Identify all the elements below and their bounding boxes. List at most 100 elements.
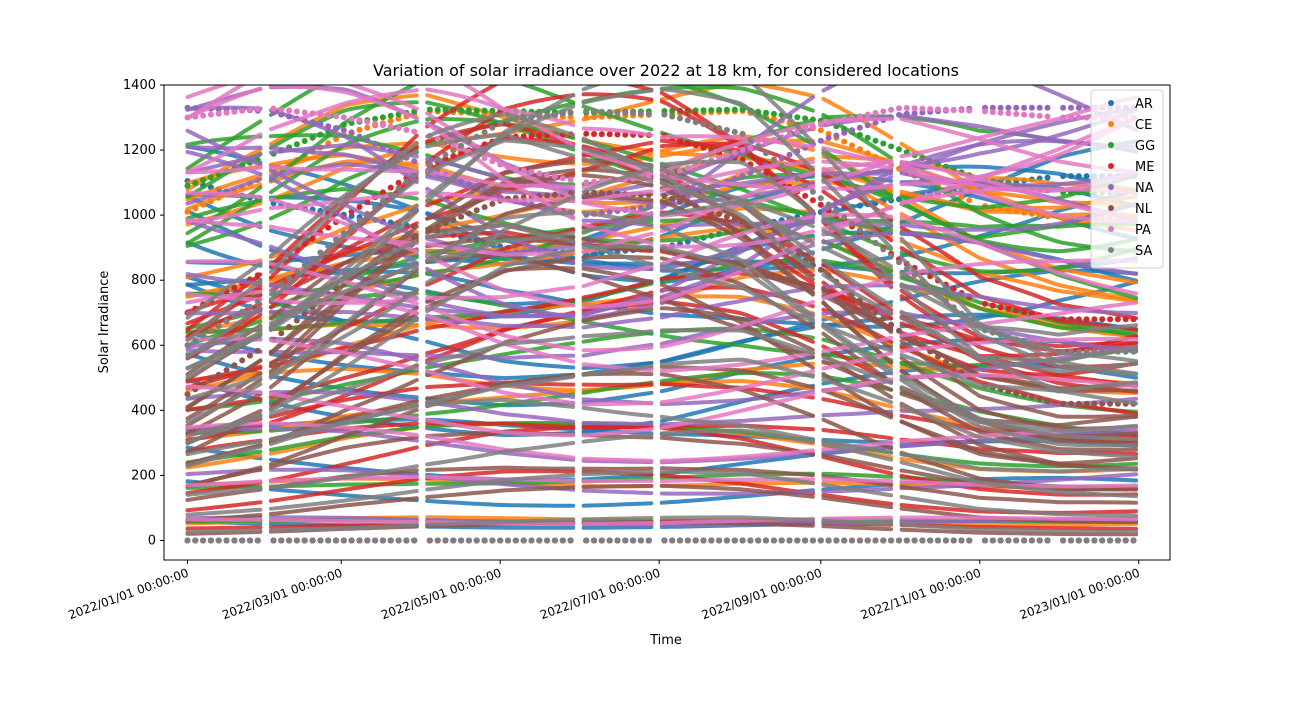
- data-point-NL: [1028, 394, 1035, 400]
- data-point-SA: [669, 113, 676, 120]
- data-point-NL: [896, 327, 902, 334]
- data-point-CE: [1028, 210, 1035, 217]
- data-point-PA: [286, 107, 293, 114]
- data-point-CE: [841, 138, 848, 145]
- data-point-ME: [309, 235, 316, 242]
- data-point-SA: [982, 327, 988, 334]
- data-point-SA: [1075, 537, 1082, 544]
- data-point-SA: [950, 537, 957, 544]
- data-point-SA: [935, 291, 941, 298]
- data-point-ME: [387, 184, 394, 191]
- data-point-GG: [716, 106, 723, 113]
- data-point-SA: [458, 142, 465, 149]
- data-point-ME: [583, 130, 590, 137]
- data-point-SA: [379, 537, 386, 544]
- data-point-NL: [481, 204, 488, 211]
- data-point-CE: [356, 126, 363, 133]
- data-point-PA: [536, 170, 543, 177]
- data-point-NL: [950, 363, 957, 370]
- data-point-SA: [520, 537, 527, 544]
- data-point-CE: [598, 113, 605, 120]
- data-point-PA: [896, 105, 902, 112]
- series-band-SA: [185, 357, 1139, 459]
- data-point-SA: [1013, 537, 1020, 544]
- data-point-SA: [1107, 348, 1114, 355]
- data-point-SA: [481, 129, 488, 136]
- data-point-CE: [864, 150, 871, 157]
- data-point-CE: [1021, 209, 1028, 216]
- data-point-SA: [364, 210, 371, 217]
- data-point-CE: [825, 130, 832, 137]
- data-point-SA: [395, 185, 402, 192]
- data-point-CE: [1005, 207, 1012, 213]
- data-point-NA: [856, 124, 863, 131]
- data-point-SA: [583, 108, 590, 115]
- data-point-PA: [825, 119, 832, 126]
- data-point-ME: [379, 189, 386, 196]
- data-point-GG: [880, 140, 887, 147]
- data-point-SA: [184, 342, 191, 349]
- data-point-NA: [637, 205, 644, 212]
- series-band-SA: [185, 515, 1139, 534]
- series-band-SA: [185, 210, 1139, 433]
- data-point-ME: [1075, 316, 1082, 323]
- data-point-PA: [997, 109, 1004, 116]
- data-point-SA: [301, 262, 308, 269]
- data-point-NA: [739, 173, 746, 179]
- data-point-NA: [309, 119, 316, 126]
- data-point-SA: [278, 537, 285, 544]
- data-point-SA: [1060, 348, 1067, 355]
- data-point-NA: [387, 147, 394, 154]
- data-point-NA: [841, 129, 848, 136]
- data-point-PA: [481, 155, 488, 162]
- data-point-PA: [348, 115, 355, 122]
- data-point-ME: [254, 272, 261, 279]
- data-point-SA: [903, 265, 910, 272]
- y-tick-label: 600: [131, 338, 156, 353]
- data-point-NL: [872, 309, 879, 316]
- legend-label-NL: NL: [1135, 202, 1153, 217]
- data-point-SA: [434, 537, 441, 544]
- data-point-SA: [1028, 340, 1035, 347]
- data-point-SA: [755, 537, 762, 544]
- data-point-SA: [661, 537, 668, 544]
- data-point-SA: [1130, 537, 1137, 544]
- data-point-ME: [1091, 316, 1098, 323]
- data-point-NA: [372, 140, 379, 147]
- data-point-PA: [325, 112, 332, 119]
- data-point-NA: [348, 130, 355, 137]
- data-point-SA: [333, 537, 339, 544]
- data-point-SA: [856, 537, 863, 544]
- data-point-SA: [755, 143, 762, 150]
- data-point-NL: [1060, 400, 1067, 407]
- data-point-PA: [1068, 114, 1074, 121]
- data-point-PA: [207, 111, 214, 118]
- data-point-CE: [184, 208, 191, 215]
- data-point-SA: [387, 191, 394, 198]
- series-band-PA: [185, 212, 1139, 306]
- y-tick-label: 1200: [123, 143, 156, 158]
- data-point-SA: [622, 537, 629, 544]
- data-point-ME: [536, 132, 543, 139]
- data-point-SA: [231, 313, 238, 320]
- data-point-SA: [598, 108, 605, 115]
- data-point-SA: [301, 537, 308, 544]
- data-point-SA: [1083, 537, 1090, 544]
- data-point-SA: [426, 537, 433, 544]
- data-point-PA: [1005, 110, 1012, 117]
- data-point-PA: [591, 178, 597, 185]
- data-point-NL: [677, 198, 683, 205]
- data-point-SA: [911, 272, 918, 279]
- data-point-SA: [286, 537, 293, 544]
- data-point-CE: [849, 142, 855, 149]
- data-point-GG: [481, 107, 488, 114]
- data-point-SA: [497, 537, 504, 544]
- data-point-PA: [200, 112, 207, 119]
- data-point-CE: [567, 114, 574, 120]
- data-point-ME: [1122, 316, 1129, 323]
- data-point-NL: [239, 357, 246, 364]
- data-point-NL: [1044, 397, 1051, 404]
- data-point-SA: [325, 537, 332, 544]
- data-point-SA: [591, 108, 597, 115]
- data-point-SA: [1083, 348, 1090, 355]
